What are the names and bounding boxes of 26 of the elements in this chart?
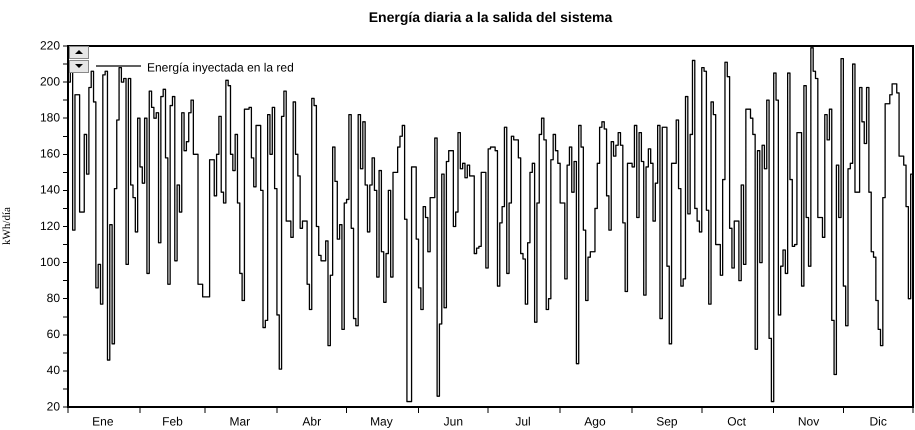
y-tick-label: 40 (46, 363, 60, 378)
y-tick-label: 160 (40, 146, 60, 161)
x-tick-label: Ago (584, 414, 606, 429)
y-axis-title: kWh/día (0, 207, 13, 245)
x-tick-label: Jul (515, 414, 531, 429)
y-tick-label: 100 (40, 254, 60, 269)
x-tick-label: Oct (727, 414, 747, 429)
x-tick-label: Abr (302, 414, 322, 429)
x-tick-label: Nov (798, 414, 820, 429)
x-tick-label: Sep (656, 414, 678, 429)
x-tick-label: May (370, 414, 393, 429)
y-tick-label: 120 (40, 218, 60, 233)
x-tick-label: Jun (444, 414, 464, 429)
legend-label: Energía inyectada en la red (147, 60, 294, 74)
y-tick-label: 200 (40, 74, 60, 88)
x-tick-label: Ene (92, 414, 114, 429)
y-tick-label: 140 (40, 182, 60, 197)
x-tick-label: Mar (229, 414, 250, 429)
y-tick-label: 180 (40, 110, 60, 125)
x-tick-label: Dic (870, 414, 887, 429)
y-tick-label: 220 (40, 38, 60, 52)
chart-title: Energía diaria a la salida del sistema (368, 9, 612, 25)
y-tick-label: 20 (46, 399, 60, 414)
x-tick-label: Feb (162, 414, 184, 429)
y-tick-label: 80 (46, 291, 60, 306)
y-tick-label: 60 (46, 327, 60, 342)
